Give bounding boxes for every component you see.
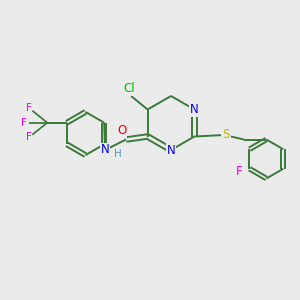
Text: H: H bbox=[114, 149, 122, 160]
Text: F: F bbox=[26, 132, 32, 142]
Text: F: F bbox=[21, 118, 27, 128]
Text: N: N bbox=[100, 143, 109, 157]
Text: O: O bbox=[117, 124, 126, 137]
Text: F: F bbox=[26, 103, 32, 113]
Text: S: S bbox=[222, 128, 230, 142]
Text: F: F bbox=[236, 165, 242, 178]
Text: Cl: Cl bbox=[124, 82, 135, 95]
Text: N: N bbox=[190, 103, 199, 116]
Text: N: N bbox=[167, 143, 176, 157]
